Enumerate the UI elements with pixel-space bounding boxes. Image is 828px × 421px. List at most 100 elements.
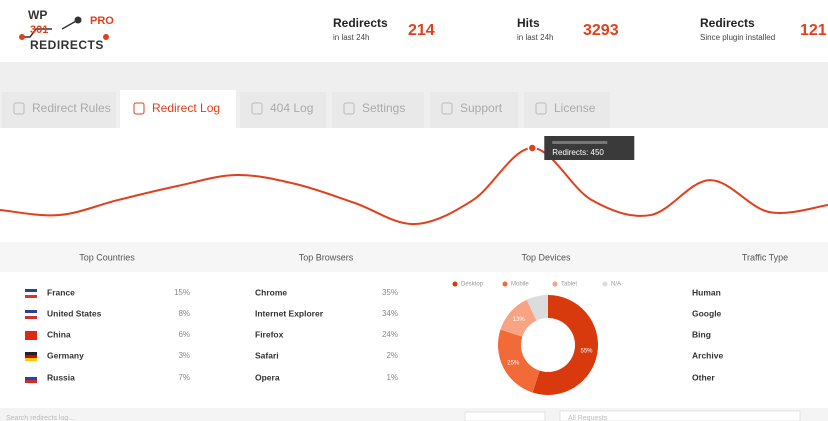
stat-label: Redirects — [700, 16, 755, 30]
flag — [25, 289, 37, 292]
legend-dot — [452, 281, 458, 287]
flag — [25, 295, 37, 298]
tab-label[interactable]: Redirect Rules — [32, 101, 111, 115]
tab-label[interactable]: Support — [460, 101, 503, 115]
legend-label: Tablet — [561, 282, 577, 288]
country-value: 8% — [178, 309, 190, 318]
stat-sub: in last 24h — [333, 33, 369, 42]
tab-label[interactable]: Redirect Log — [152, 101, 220, 115]
flag — [25, 355, 37, 358]
traffic-name: Human — [692, 287, 721, 297]
legend-dot — [552, 281, 558, 287]
logo-badge: PRO — [90, 15, 114, 27]
tab-icon — [251, 102, 263, 115]
stat-value: 214 — [408, 22, 435, 39]
peak-point — [527, 143, 538, 153]
stat-value: 121 — [800, 22, 827, 39]
panel-title: Traffic Type — [742, 252, 788, 262]
tooltip — [544, 136, 635, 160]
country-name: United States — [47, 308, 102, 318]
stat-sub: in last 24h — [517, 33, 553, 42]
filter-label[interactable]: All Requests — [568, 415, 608, 421]
country-value: 7% — [178, 373, 190, 382]
panel-title: Top Browsers — [299, 252, 354, 262]
browser-name: Firefox — [255, 329, 284, 339]
donut-label: 55% — [581, 349, 594, 355]
donut-segment — [498, 329, 540, 393]
tab-label[interactable]: License — [554, 101, 596, 115]
tab-active[interactable] — [120, 90, 236, 128]
flag — [25, 380, 37, 383]
flag — [25, 374, 37, 377]
tooltip-text: Redirects: 450 — [552, 148, 604, 157]
tab[interactable] — [240, 92, 326, 128]
flag — [25, 313, 37, 316]
flag — [25, 292, 37, 295]
stat-sub: Since plugin installed — [700, 33, 775, 42]
flag — [25, 316, 37, 319]
donut-label: 13% — [513, 317, 526, 323]
country-value: 15% — [174, 288, 190, 297]
country-value: 6% — [178, 330, 190, 339]
stat-label: Redirects — [333, 16, 388, 30]
country-name: Russia — [47, 372, 75, 382]
country-value: 3% — [178, 351, 190, 360]
search-box[interactable] — [464, 411, 546, 421]
traffic-line — [0, 146, 828, 226]
filter-select[interactable] — [559, 410, 801, 421]
tab-label[interactable]: Settings — [362, 101, 405, 115]
flag — [25, 352, 37, 355]
stat-label: Hits — [517, 16, 540, 30]
browser-name: Chrome — [255, 287, 287, 297]
flag — [25, 331, 37, 334]
traffic-name: Other — [692, 372, 715, 382]
browser-value: 1% — [386, 373, 398, 382]
browser-value: 35% — [382, 288, 398, 297]
tab[interactable] — [430, 92, 518, 128]
country-name: France — [47, 287, 75, 297]
tooltip-line — [552, 141, 608, 144]
donut-segment — [532, 295, 599, 395]
logo-number: 301 — [30, 24, 48, 36]
tab[interactable] — [2, 92, 116, 128]
tab-icon — [343, 102, 355, 115]
flag — [25, 310, 37, 313]
stat-value: 3293 — [583, 22, 619, 39]
flag — [25, 334, 37, 337]
panel-title: Top Devices — [521, 252, 571, 262]
flag — [25, 358, 37, 361]
logo-bottom: REDIRECTS — [30, 38, 104, 52]
flag — [25, 377, 37, 380]
donut-segment — [526, 295, 548, 321]
tab[interactable] — [524, 92, 610, 128]
legend-label: Desktop — [461, 282, 484, 288]
country-name: Germany — [47, 350, 84, 360]
tab[interactable] — [332, 92, 424, 128]
traffic-name: Bing — [692, 329, 711, 339]
traffic-name: Google — [692, 308, 722, 318]
browser-name: Opera — [255, 372, 280, 382]
browser-name: Safari — [255, 350, 279, 360]
legend-dot — [602, 281, 608, 287]
legend-label: Mobile — [511, 282, 529, 288]
tab-icon — [535, 102, 547, 115]
flag — [25, 337, 37, 340]
tab-icon — [441, 102, 453, 115]
panel-title: Top Countries — [79, 252, 135, 262]
search-placeholder[interactable]: Search redirects log... — [6, 415, 74, 421]
logo-dot — [74, 16, 82, 24]
traffic-name: Archive — [692, 350, 723, 360]
donut-segment — [500, 299, 537, 337]
logo-dot — [103, 34, 109, 40]
tab-label[interactable]: 404 Log — [270, 101, 313, 115]
panel-header-band — [0, 242, 828, 272]
logo: WP 301 PRO REDIRECTS — [19, 8, 114, 52]
donut-label: 25% — [507, 360, 520, 366]
tab-icon — [13, 102, 25, 115]
browser-value: 34% — [382, 309, 398, 318]
legend-dot — [502, 281, 508, 287]
logo-dot — [19, 34, 25, 40]
country-name: China — [47, 329, 71, 339]
tab-icon — [133, 102, 145, 115]
